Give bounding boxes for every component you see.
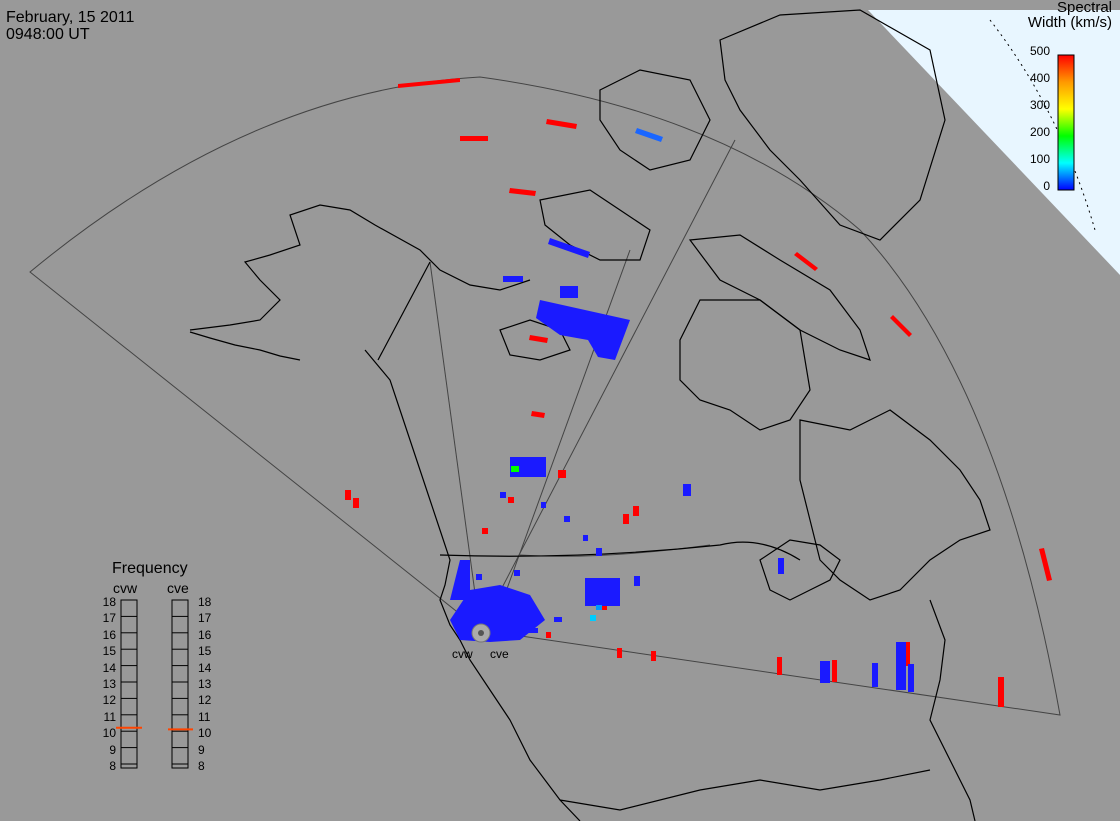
- hudson-bay: [679, 299, 811, 431]
- frequency-tick: 13: [102, 677, 116, 691]
- dotted-latitude-circle: [989, 19, 1096, 231]
- east-coast: [929, 599, 976, 821]
- colorbar-tick: 0: [1043, 179, 1050, 193]
- frequency-tick: 11: [103, 709, 116, 724]
- frequency-column-label-cvw: cvw: [113, 580, 138, 596]
- frequency-column-label-cve: cve: [167, 580, 189, 596]
- frequency-tick: 14: [198, 660, 212, 675]
- colorbar-tick: 200: [1029, 125, 1050, 139]
- frequency-tick: 15: [102, 644, 116, 659]
- frequency-tick: 12: [198, 693, 212, 708]
- ellesmere: [599, 69, 711, 171]
- great-lakes: [759, 539, 841, 601]
- frequency-title: Frequency: [112, 560, 188, 577]
- colorbar-title: Spectral Width (km/s): [1002, 0, 1112, 30]
- radar-label-cve: cve: [490, 647, 509, 661]
- colorbar-title-line1: Spectral: [1056, 0, 1112, 16]
- time-label: 0948:00 UT: [6, 26, 90, 43]
- alaska-border: [377, 261, 431, 361]
- fov-outlines: [29, 76, 1061, 716]
- frequency-tick: 13: [198, 677, 212, 691]
- frequency-tick: 11: [198, 709, 211, 724]
- west-coast: [364, 349, 581, 821]
- arctic-islands: [539, 189, 651, 261]
- coastlines: [189, 9, 991, 821]
- labrador-quebec: [799, 409, 991, 601]
- fov-inner-arc: [519, 544, 711, 557]
- fov-outer-boundary: [29, 76, 1061, 716]
- frequency-tick: 10: [102, 726, 116, 741]
- victoria-island: [499, 319, 571, 361]
- frequency-tick: 16: [198, 627, 212, 642]
- date-label: February, 15 2011: [6, 9, 135, 26]
- frequency-tick: 9: [198, 742, 205, 757]
- frequency-tick: 12: [102, 693, 116, 708]
- teal-cell: [596, 605, 602, 610]
- frequency-tick: 15: [198, 644, 212, 659]
- fov-middle-line: [479, 139, 736, 631]
- frequency-tick: 17: [102, 611, 116, 626]
- greenland: [719, 9, 946, 241]
- blue-cells: [450, 128, 914, 692]
- frequency-columns: [120, 599, 189, 769]
- canada-us-border: [439, 541, 801, 561]
- frequency-tick: 10: [198, 726, 212, 741]
- frequency-tick: 8: [109, 759, 116, 773]
- map-corner-region: [868, 10, 1120, 275]
- scatter-cells: [345, 78, 1052, 707]
- colorbar-title-line2: Width (km/s): [1027, 14, 1112, 31]
- fov-inner-line: [491, 249, 631, 631]
- colorbar-gradient: [1057, 54, 1075, 191]
- frequency-tick: 17: [198, 611, 212, 626]
- alaska-coast: [189, 204, 531, 331]
- frequency-tick: 14: [102, 660, 116, 675]
- colorbar-tick: 400: [1029, 71, 1050, 85]
- frequency-markers: [116, 726, 193, 731]
- red-cells: [345, 78, 1052, 707]
- colorbar-tick: 100: [1029, 152, 1050, 166]
- frequency-tick: 9: [109, 742, 116, 757]
- baffin-island: [688, 234, 871, 361]
- colorbar-tick: 500: [1029, 44, 1050, 58]
- green-cell: [511, 466, 519, 472]
- frequency-tick: 8: [198, 759, 205, 773]
- fov-west-edge: [429, 261, 481, 631]
- colorbar-tick: 300: [1029, 98, 1050, 112]
- radar-label-cvw: cvw: [452, 647, 473, 661]
- frequency-tick: 18: [102, 595, 116, 609]
- gulf-coast: [559, 769, 931, 811]
- frequency-tick: 16: [102, 627, 116, 642]
- cyan-cell: [590, 615, 596, 621]
- frequency-tick: 18: [198, 595, 212, 609]
- aleutian-islands: [189, 331, 301, 361]
